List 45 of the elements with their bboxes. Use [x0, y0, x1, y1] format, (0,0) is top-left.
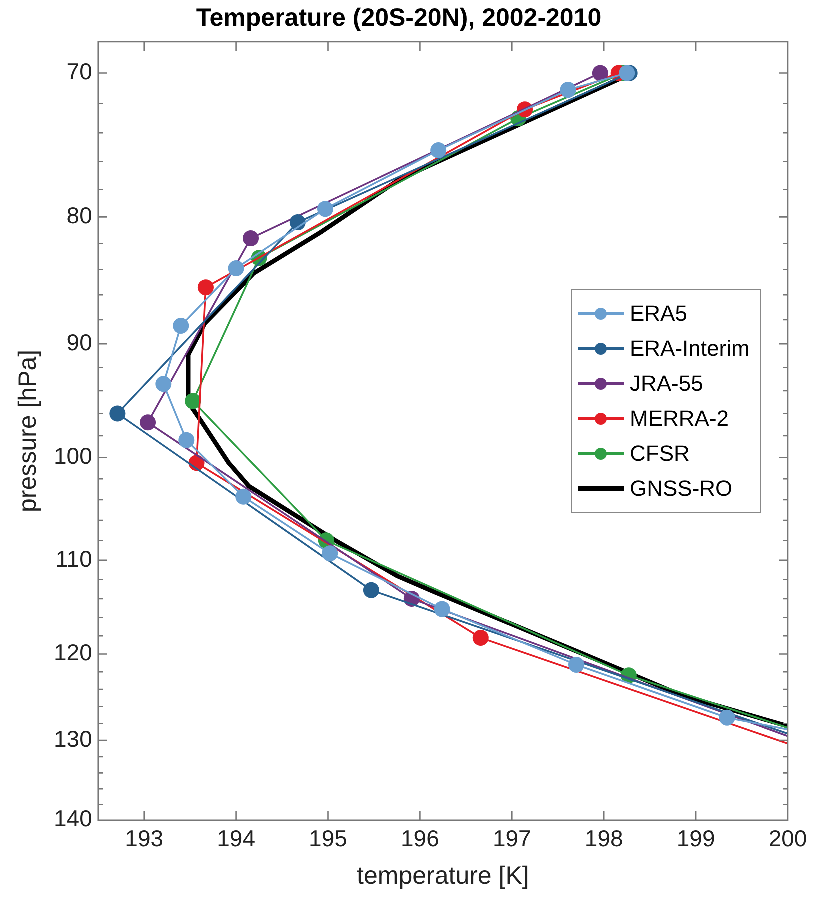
point — [198, 280, 214, 296]
y-tick-label: 130 — [54, 726, 92, 752]
x-axis-title: temperature [K] — [357, 862, 530, 890]
y-axis-title: pressure [hPa] — [14, 350, 42, 512]
point — [322, 546, 338, 562]
point — [178, 432, 195, 448]
chart-title: Temperature (20S-20N), 2002-2010 — [196, 4, 602, 32]
x-tick-label: 196 — [401, 826, 440, 852]
y-tick-label: 70 — [66, 58, 92, 85]
point — [430, 142, 447, 158]
point — [317, 201, 334, 218]
point — [243, 230, 260, 247]
legend-label: JRA-55 — [630, 370, 704, 398]
point — [472, 630, 489, 646]
y-tick-label: 120 — [54, 640, 92, 666]
y-tick-label: 100 — [54, 443, 92, 470]
point — [568, 656, 585, 673]
point — [173, 318, 190, 334]
x-tick-label: 195 — [309, 826, 348, 852]
point — [236, 488, 252, 505]
point — [156, 376, 172, 392]
point — [434, 601, 450, 618]
point — [560, 82, 576, 98]
x-tick-label: 199 — [676, 826, 716, 852]
point — [719, 710, 736, 726]
x-tick-label: 200 — [768, 826, 808, 852]
legend-label: CFSR — [630, 440, 690, 468]
legend-label: GNSS-RO — [630, 475, 733, 504]
x-tick-label: 193 — [125, 826, 164, 852]
point — [592, 65, 608, 82]
legend-label: ERA5 — [630, 300, 688, 328]
point — [140, 414, 156, 431]
x-tick-label: 194 — [217, 826, 256, 852]
point — [228, 260, 244, 276]
point — [363, 582, 380, 598]
y-tick-label: 140 — [54, 806, 92, 832]
legend-label: MERRA-2 — [630, 405, 730, 434]
x-tick-label: 198 — [584, 826, 624, 852]
y-tick-label: 110 — [56, 546, 92, 572]
point — [185, 393, 202, 410]
point — [110, 406, 126, 422]
legend-label: ERA-Interim — [630, 335, 750, 364]
x-tick-label: 197 — [492, 826, 532, 852]
y-tick-label: 90 — [66, 329, 92, 356]
y-tick-label: 80 — [66, 202, 92, 229]
